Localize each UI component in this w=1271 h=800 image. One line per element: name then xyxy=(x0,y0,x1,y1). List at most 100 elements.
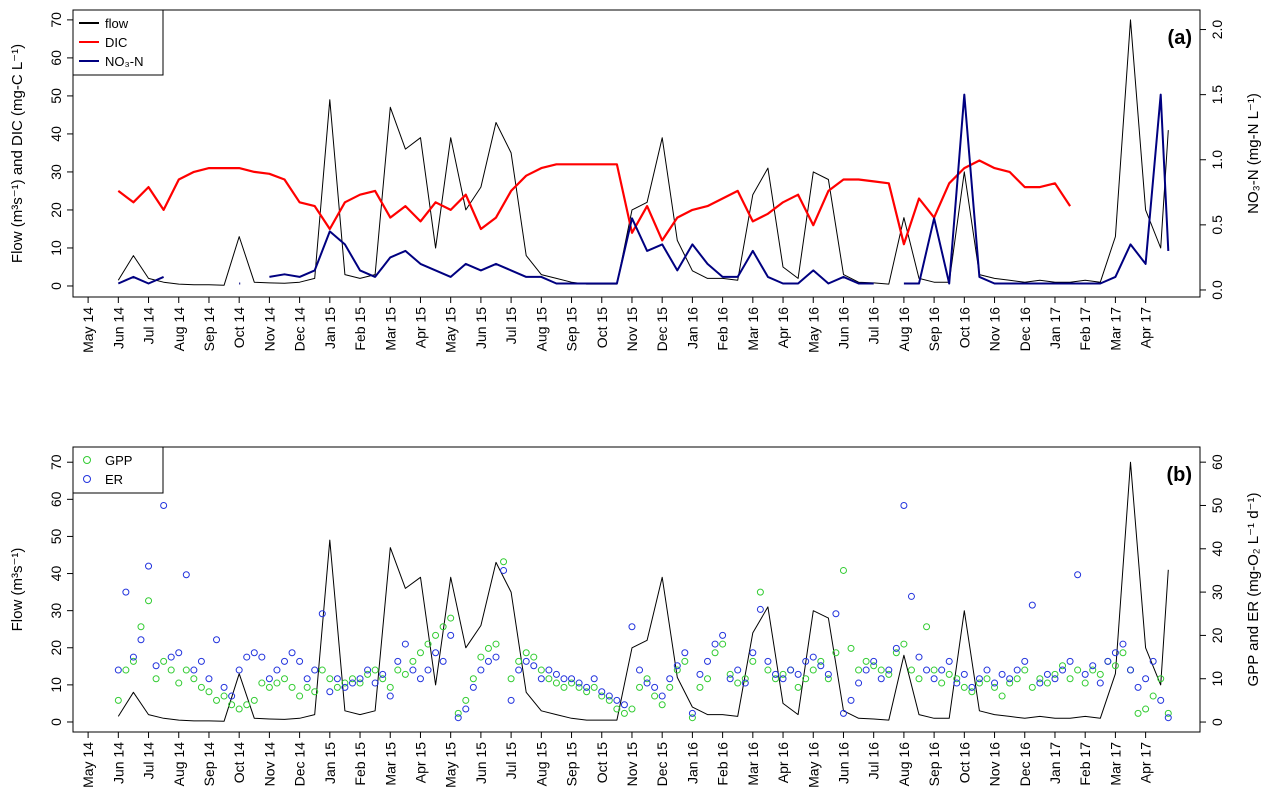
point xyxy=(507,675,515,683)
point xyxy=(250,649,258,657)
point xyxy=(1111,662,1119,670)
point xyxy=(847,696,855,704)
series-line xyxy=(117,159,1072,246)
point xyxy=(1164,709,1172,717)
x-tick-label: Dec 14 xyxy=(292,307,308,352)
point xyxy=(802,657,810,665)
point xyxy=(779,670,787,678)
point xyxy=(182,571,190,579)
point xyxy=(1043,679,1051,687)
legend-label: flow xyxy=(105,16,129,31)
point xyxy=(968,683,976,691)
point xyxy=(205,688,213,696)
point xyxy=(575,679,583,687)
point xyxy=(1066,657,1074,665)
point xyxy=(258,653,266,661)
x-tick-label: Mar 16 xyxy=(745,742,761,786)
point xyxy=(605,696,613,704)
series-line xyxy=(117,19,1169,286)
point xyxy=(681,657,689,665)
point xyxy=(1157,696,1165,704)
point xyxy=(673,666,681,674)
point xyxy=(658,692,666,700)
point xyxy=(318,610,326,618)
point xyxy=(651,683,659,691)
point xyxy=(409,666,417,674)
y2-tick-label: 60 xyxy=(1209,454,1225,470)
point xyxy=(1096,679,1104,687)
x-tick-label: Feb 16 xyxy=(715,307,731,351)
point xyxy=(938,679,946,687)
point xyxy=(711,649,719,657)
point xyxy=(832,649,840,657)
point xyxy=(288,683,296,691)
point xyxy=(469,675,477,683)
point xyxy=(175,679,183,687)
point xyxy=(1157,675,1165,683)
point xyxy=(945,657,953,665)
point xyxy=(137,636,145,644)
point xyxy=(953,675,961,683)
point xyxy=(137,623,145,631)
point xyxy=(371,666,379,674)
x-tick-label: Apr 17 xyxy=(1138,742,1154,783)
series-line xyxy=(117,93,1170,285)
point xyxy=(1081,679,1089,687)
plot-frame xyxy=(72,446,1201,733)
point xyxy=(311,666,319,674)
x-tick-label: Apr 15 xyxy=(412,307,428,348)
point xyxy=(114,696,122,704)
x-tick-label: May 16 xyxy=(805,742,821,788)
point xyxy=(129,653,137,661)
y-tick-label: 0 xyxy=(48,282,64,290)
point xyxy=(1081,670,1089,678)
point xyxy=(454,709,462,717)
point xyxy=(945,670,953,678)
point xyxy=(401,640,409,648)
point xyxy=(197,683,205,691)
point xyxy=(696,670,704,678)
point xyxy=(416,649,424,657)
point xyxy=(605,692,613,700)
point xyxy=(764,657,772,665)
point xyxy=(1006,675,1014,683)
x-tick-label: Apr 16 xyxy=(775,742,791,783)
point xyxy=(855,666,863,674)
panel: May 14 Jun 14 Jul 14 Aug 14 Sep 14 Oct 14 Nov … xyxy=(9,446,1262,788)
point xyxy=(265,683,273,691)
point xyxy=(681,649,689,657)
x-tick-label: Sep 15 xyxy=(564,307,580,352)
point xyxy=(439,657,447,665)
point xyxy=(364,670,372,678)
point xyxy=(960,683,968,691)
point xyxy=(1142,675,1150,683)
point xyxy=(364,666,372,674)
point xyxy=(628,705,636,713)
x-tick-label: Sep 14 xyxy=(201,742,217,787)
x-tick-label: Jan 16 xyxy=(684,742,700,784)
point xyxy=(930,666,938,674)
point xyxy=(877,675,885,683)
point xyxy=(515,657,523,665)
x-tick-label: Dec 14 xyxy=(292,742,308,787)
point xyxy=(1111,649,1119,657)
x-tick-label: Aug 15 xyxy=(533,307,549,352)
point xyxy=(152,662,160,670)
point xyxy=(175,649,183,657)
y2-tick-label: 1.0 xyxy=(1209,150,1225,170)
point xyxy=(802,675,810,683)
point xyxy=(243,653,251,661)
point xyxy=(432,649,440,657)
point xyxy=(568,675,576,683)
point xyxy=(741,675,749,683)
point xyxy=(575,683,583,691)
point xyxy=(1089,666,1097,674)
point xyxy=(454,714,462,722)
x-tick-label: May 14 xyxy=(80,742,96,788)
point xyxy=(152,675,160,683)
point xyxy=(386,683,394,691)
point xyxy=(1028,601,1036,609)
x-tick-label: May 14 xyxy=(80,307,96,353)
y2-tick-label: 10 xyxy=(1209,671,1225,687)
